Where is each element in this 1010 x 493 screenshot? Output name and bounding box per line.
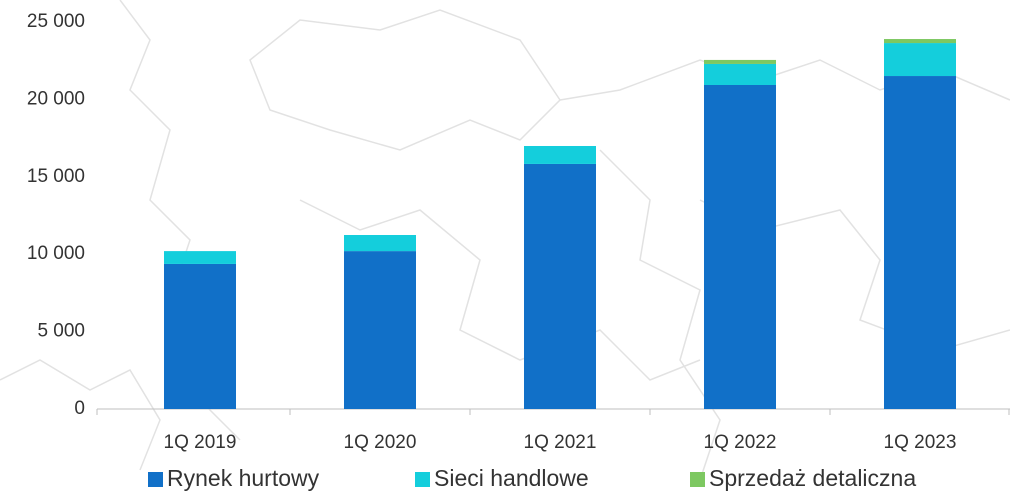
bar-segment xyxy=(344,235,416,252)
bar-segment xyxy=(704,63,776,86)
legend-swatch xyxy=(148,472,163,487)
bar-segment xyxy=(164,263,236,409)
bar-segment xyxy=(884,76,956,409)
legend-label: Rynek hurtowy xyxy=(167,465,320,491)
x-tick-label: 1Q 2022 xyxy=(704,432,777,453)
bar-segment xyxy=(884,43,956,77)
y-tick-label: 10 000 xyxy=(27,243,85,264)
y-tick-label: 5 000 xyxy=(37,321,85,342)
bar-segment xyxy=(524,145,596,164)
bar-segment xyxy=(344,251,416,409)
bar-segment xyxy=(704,59,776,64)
legend-swatch xyxy=(690,472,705,487)
bar-segment xyxy=(524,163,596,409)
y-tick-label: 0 xyxy=(74,398,85,419)
y-tick-label: 15 000 xyxy=(27,166,85,187)
y-tick-label: 25 000 xyxy=(27,11,85,32)
y-tick-label: 20 000 xyxy=(27,88,85,109)
legend-label: Sprzedaż detaliczna xyxy=(709,465,916,491)
x-tick-label: 1Q 2021 xyxy=(524,432,597,453)
background-map xyxy=(0,0,1010,481)
legend-swatch xyxy=(415,472,430,487)
legend-label: Sieci handlowe xyxy=(434,465,589,491)
x-tick-label: 1Q 2020 xyxy=(344,432,417,453)
bar-segment xyxy=(704,85,776,409)
bar-segment xyxy=(164,251,236,264)
x-tick-label: 1Q 2023 xyxy=(884,432,957,453)
x-tick-label: 1Q 2019 xyxy=(164,432,237,453)
bar-segment xyxy=(884,39,956,44)
